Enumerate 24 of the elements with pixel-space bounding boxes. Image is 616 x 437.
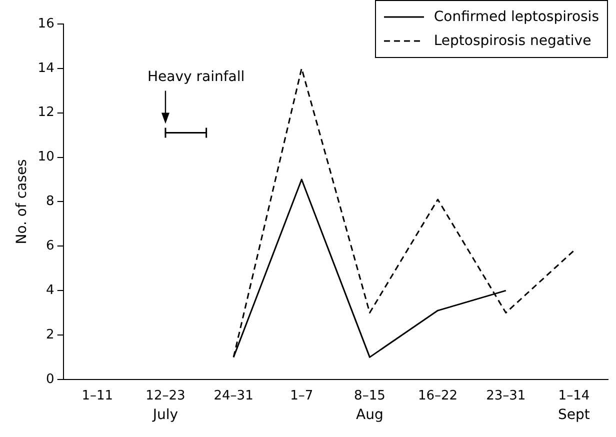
y-tick-label: 6: [46, 238, 54, 254]
text: July: [152, 407, 178, 424]
y-tick-label: 0: [46, 372, 54, 387]
x-tick-label: 12–23: [146, 388, 186, 404]
y-tick-label: 4: [46, 282, 54, 298]
x-tick-label: 8–15: [354, 388, 386, 404]
y-tick-label: 8: [46, 194, 54, 210]
y-tick-label: 14: [38, 60, 54, 76]
y-axis-title: No. of cases: [14, 159, 30, 244]
y-tick-label: 12: [38, 105, 54, 120]
y-tick-label: 16: [38, 16, 54, 32]
x-tick-label: 1–11: [82, 388, 114, 404]
x-tick-label: 16–22: [418, 388, 458, 404]
x-tick-label: 1–14: [558, 388, 590, 404]
text: Sept: [558, 407, 590, 424]
x-tick-label: 23–31: [486, 388, 526, 404]
text: Aug: [356, 407, 384, 424]
x-tick-label: 24–31: [214, 388, 254, 404]
legend-label: Leptospirosis negative: [434, 33, 592, 49]
y-tick-label: 10: [38, 150, 54, 165]
legend-label: Confirmed leptospirosis: [434, 9, 599, 25]
y-tick-label: 2: [46, 327, 54, 342]
x-tick-label: 1–7: [290, 388, 314, 404]
annotation: Heavy rainfall: [148, 68, 245, 85]
